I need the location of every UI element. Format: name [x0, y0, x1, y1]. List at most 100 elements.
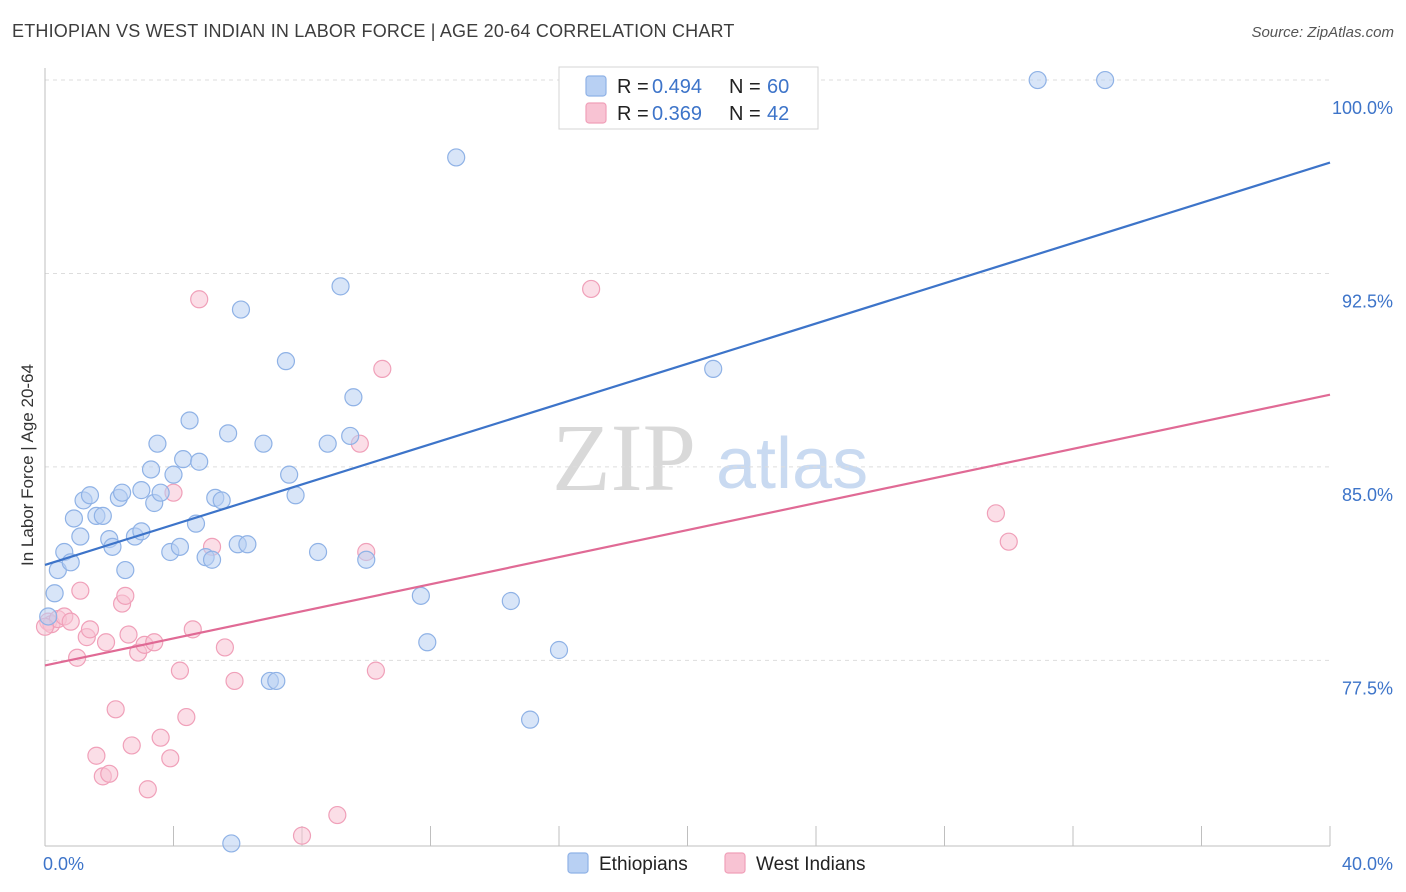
y-tick-labels: 77.5% 85.0% 92.5% 100.0%	[1332, 98, 1393, 698]
west-indians-point	[170, 661, 190, 680]
west-indians-point	[96, 633, 116, 652]
ethiopians-point	[447, 148, 466, 167]
legend-r-value-west-indians: 0.369	[652, 103, 702, 125]
bottom-legend-label-west-indians: West Indians	[756, 854, 865, 875]
y-tick-label: 100.0%	[1332, 98, 1393, 118]
legend: R = 0.494 N = 60 R = 0.369 N = 42	[558, 66, 819, 130]
ethiopians-point	[112, 483, 132, 502]
ethiopians-point	[151, 483, 170, 502]
ethiopians-point	[202, 550, 222, 569]
west-indians-point	[366, 661, 385, 680]
ethiopians-point	[132, 481, 151, 500]
ethiopians-point	[357, 550, 376, 569]
ethiopians-point	[71, 527, 90, 546]
y-tick-label: 85.0%	[1342, 485, 1393, 505]
ethiopians-point	[276, 352, 296, 371]
legend-swatch-west-indians	[585, 102, 607, 124]
west-indians-point	[986, 504, 1006, 523]
ethiopians-point	[141, 460, 161, 479]
ethiopians-point	[231, 300, 251, 319]
legend-r-value-ethiopians: 0.494	[652, 76, 702, 98]
ethiopians-point	[148, 434, 167, 453]
ethiopians-point	[93, 506, 112, 525]
legend-swatch-ethiopians	[585, 75, 607, 97]
y-tick-label: 77.5%	[1342, 678, 1393, 698]
west-indians-points	[35, 279, 1018, 845]
ethiopians-point	[174, 450, 193, 469]
grid-lines	[45, 79, 1330, 661]
y-tick-label: 92.5%	[1342, 291, 1393, 311]
ethiopians-point	[318, 434, 337, 453]
legend-n-value-ethiopians: 60	[767, 76, 789, 98]
ethiopians-point	[190, 452, 209, 471]
west-indians-point	[582, 279, 601, 299]
ethiopians-points	[39, 70, 1115, 853]
west-indians-point	[161, 749, 180, 768]
ethiopians-point	[39, 607, 58, 626]
legend-n-value-west-indians: 42	[767, 103, 789, 125]
ethiopians-point	[418, 633, 437, 652]
ethiopians-point	[549, 640, 569, 660]
watermark-atlas: atlas	[716, 424, 868, 504]
x-tick-labels: 0.0% 40.0%	[43, 854, 1393, 874]
west-indians-point	[119, 625, 138, 644]
west-indians-point	[122, 736, 141, 755]
bottom-legend-swatch-ethiopians	[567, 852, 589, 874]
ethiopians-point	[411, 586, 430, 605]
west-indians-point	[373, 359, 392, 378]
ethiopians-point	[280, 465, 299, 484]
x-tick-label: 40.0%	[1342, 854, 1393, 874]
west-indians-point	[71, 581, 90, 600]
ethiopians-point	[331, 277, 350, 296]
west-indians-point	[87, 746, 106, 765]
watermark-zip: ZIP	[552, 404, 696, 511]
bottom-legend: Ethiopians West Indians	[567, 852, 865, 875]
y-axis-label: In Labor Force | Age 20-64	[18, 364, 37, 566]
west-indians-point	[225, 671, 244, 691]
ethiopians-point	[180, 411, 199, 430]
ethiopians-point	[254, 434, 273, 453]
ethiopians-point	[116, 560, 135, 580]
ethiopians-trend-line	[44, 161, 1331, 566]
ethiopians-point	[501, 591, 520, 611]
west-indians-point	[292, 826, 312, 845]
west-indians-point	[61, 612, 80, 631]
bottom-legend-label-ethiopians: Ethiopians	[599, 854, 688, 875]
ethiopians-point	[164, 465, 183, 484]
ethiopians-point	[1096, 70, 1115, 90]
legend-n-label-ethiopians: N =	[729, 76, 761, 98]
west-indians-point	[328, 805, 347, 825]
west-indians-point	[116, 586, 135, 605]
west-indians-point	[190, 290, 209, 309]
west-indians-point	[106, 700, 125, 719]
west-indians-point	[177, 707, 196, 727]
legend-n-label-west-indians: N =	[729, 103, 761, 125]
ethiopians-point	[45, 584, 64, 603]
legend-r-label-ethiopians: R =	[617, 76, 649, 98]
ethiopians-point	[238, 535, 257, 554]
watermark: ZIP atlas	[552, 404, 868, 511]
west-indians-point	[999, 532, 1018, 551]
ethiopians-point	[308, 542, 328, 562]
trend-lines	[44, 161, 1331, 667]
axes	[44, 68, 1331, 847]
bottom-legend-swatch-west-indians	[724, 852, 746, 874]
west-indians-point	[215, 638, 234, 657]
west-indians-point	[151, 728, 170, 747]
ethiopians-point	[1028, 70, 1047, 90]
ethiopians-point	[704, 359, 723, 378]
chart-source: Source: ZipAtlas.com	[1251, 24, 1394, 41]
ethiopians-point	[341, 426, 360, 446]
legend-r-label-west-indians: R =	[617, 103, 649, 125]
west-indians-point	[100, 764, 119, 783]
west-indians-point	[80, 620, 100, 639]
west-indians-point	[138, 780, 157, 799]
ethiopians-point	[520, 710, 540, 729]
ethiopians-point	[212, 491, 231, 510]
x-tick-label: 0.0%	[43, 854, 84, 874]
chart-title: ETHIOPIAN VS WEST INDIAN IN LABOR FORCE …	[12, 21, 735, 41]
ethiopians-point	[267, 671, 286, 691]
ethiopians-point	[64, 509, 84, 528]
ethiopians-point	[80, 486, 100, 505]
